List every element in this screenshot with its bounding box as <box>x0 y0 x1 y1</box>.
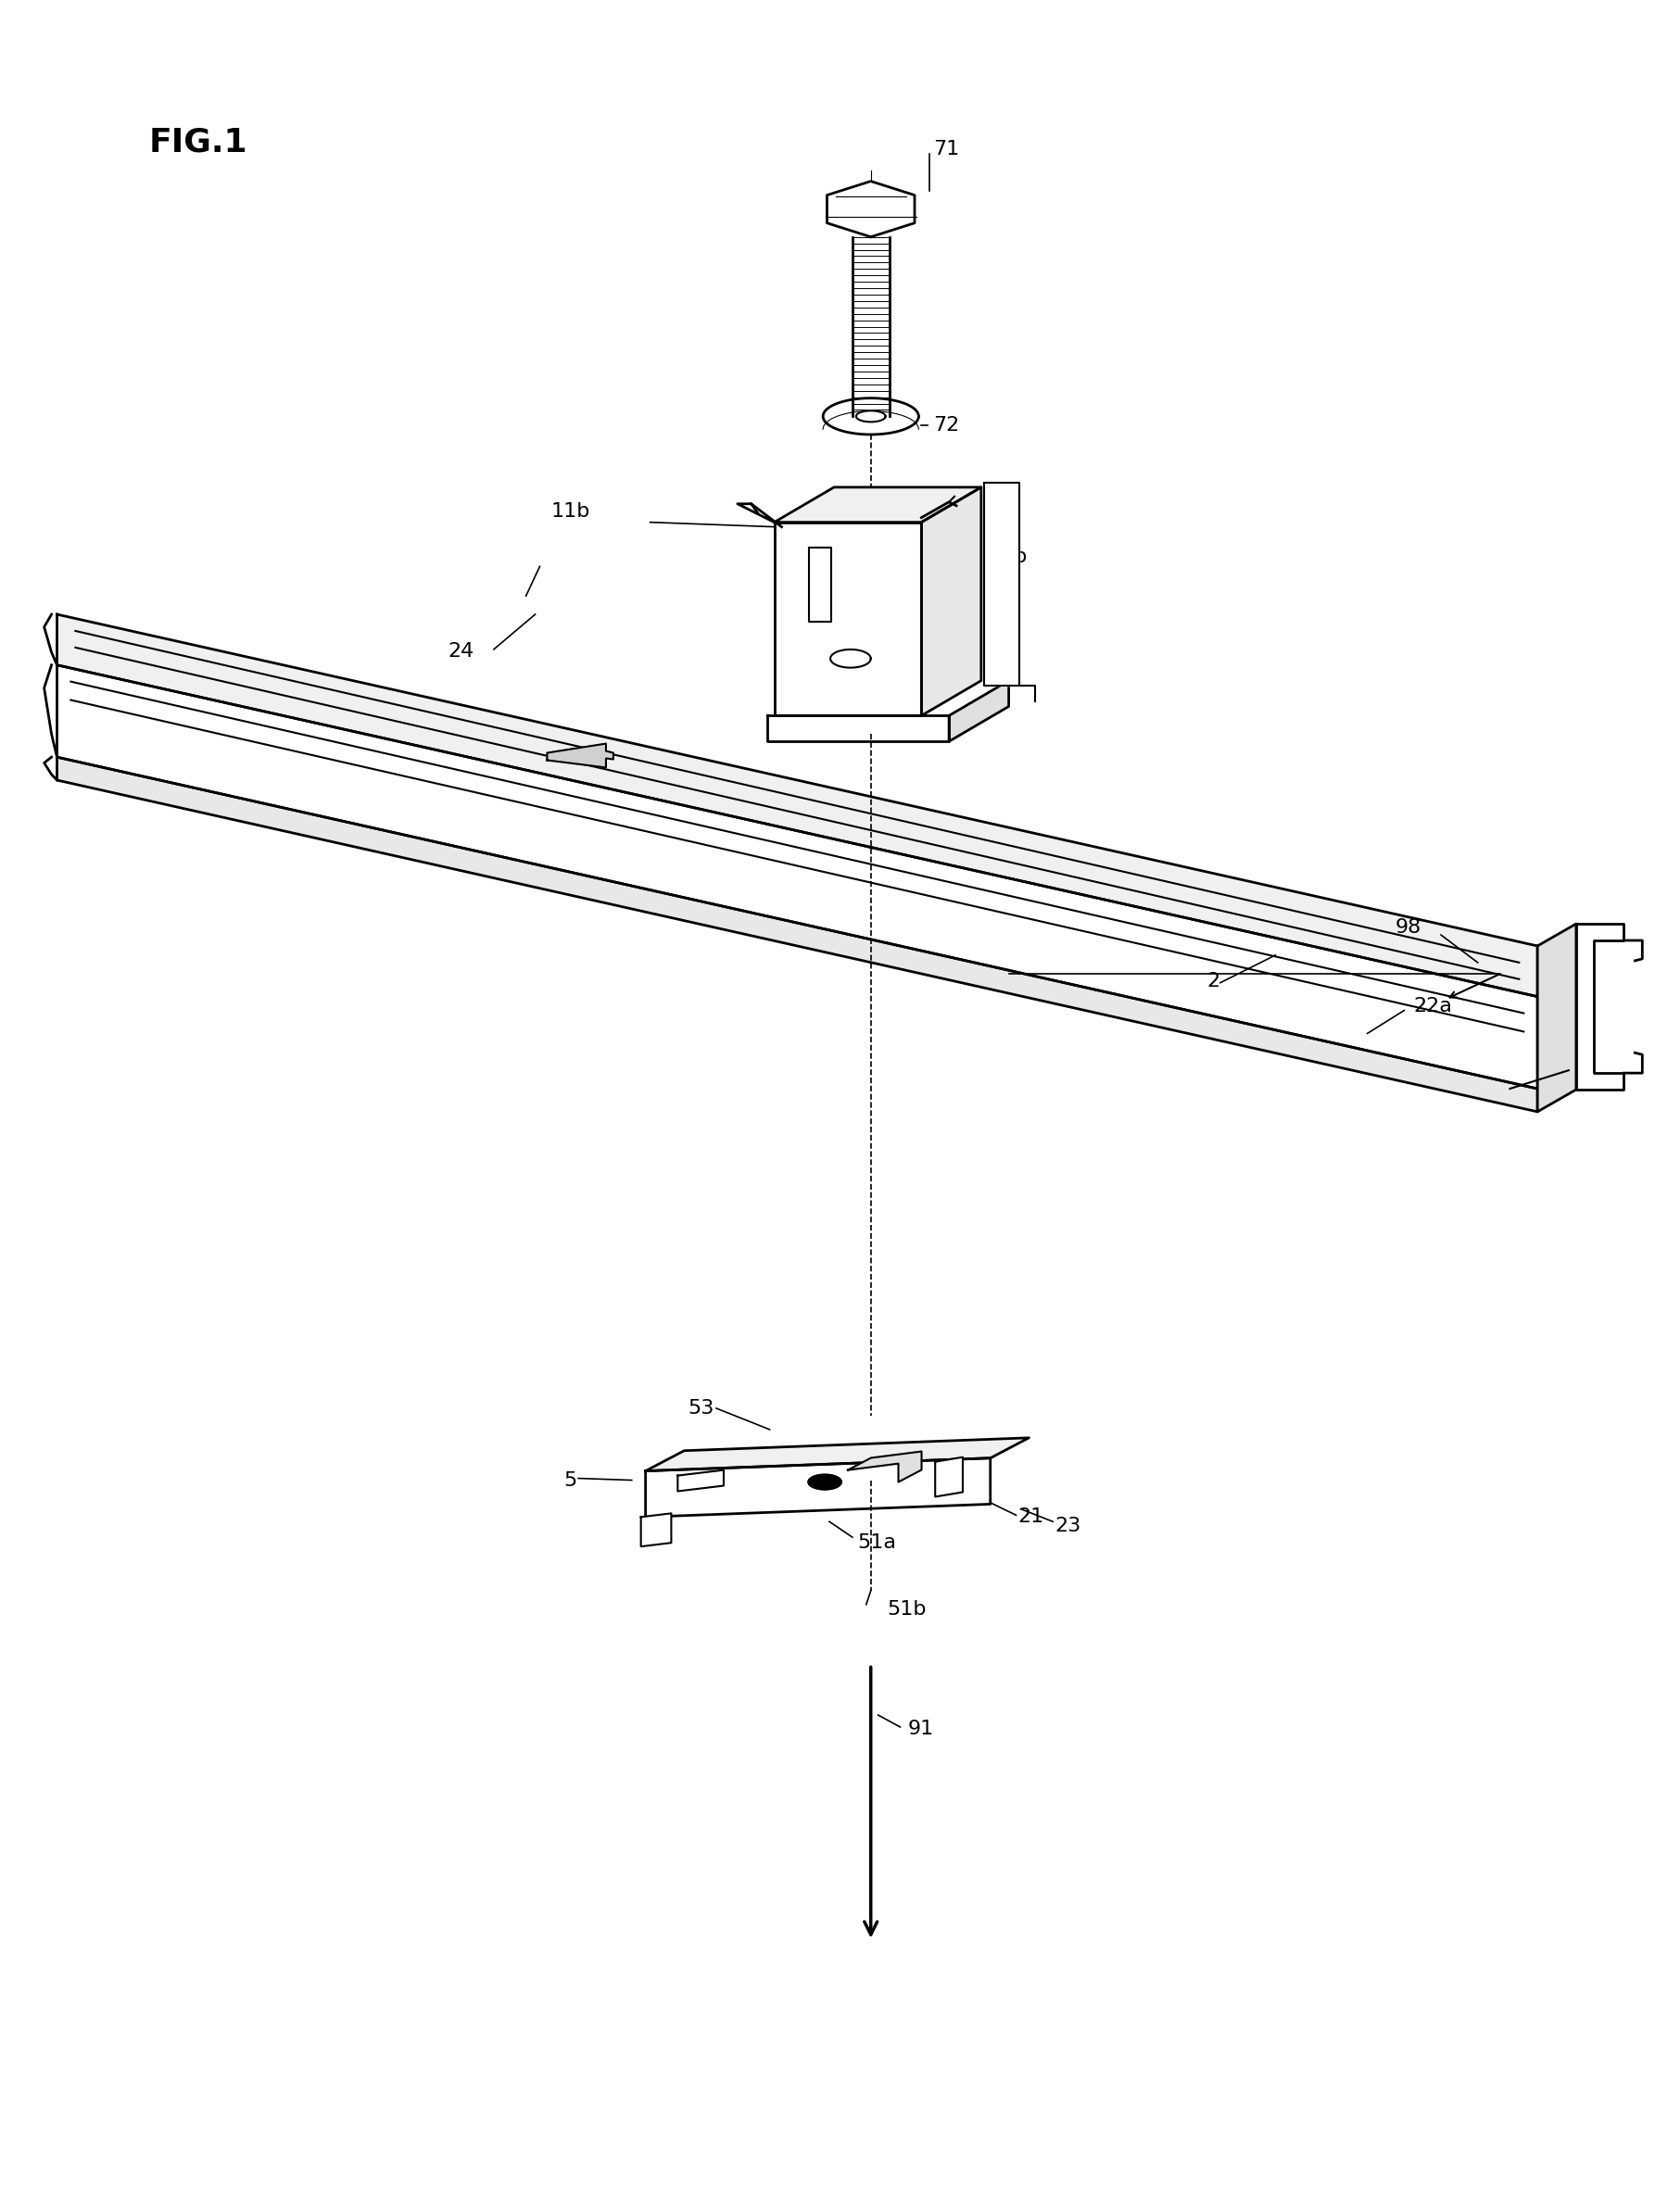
Text: 11a: 11a <box>937 518 976 535</box>
Text: 5: 5 <box>563 1470 576 1490</box>
Text: 53: 53 <box>689 1400 714 1417</box>
Polygon shape <box>830 649 870 667</box>
Polygon shape <box>774 522 921 715</box>
Polygon shape <box>921 487 981 715</box>
Polygon shape <box>766 715 949 742</box>
Text: 98: 98 <box>1394 919 1421 937</box>
Text: 51a: 51a <box>857 1534 895 1551</box>
Polygon shape <box>808 1474 842 1490</box>
Polygon shape <box>823 397 919 434</box>
Text: 22b: 22b <box>954 1485 993 1503</box>
Polygon shape <box>774 487 981 522</box>
Text: 91: 91 <box>907 1720 934 1738</box>
Text: 11b: 11b <box>551 502 590 520</box>
Text: 72: 72 <box>934 417 959 434</box>
Text: 19: 19 <box>990 606 1016 623</box>
Polygon shape <box>57 757 1537 1112</box>
Polygon shape <box>57 665 1537 1088</box>
Polygon shape <box>827 182 914 237</box>
Polygon shape <box>936 1457 963 1496</box>
Polygon shape <box>645 1437 1028 1470</box>
Polygon shape <box>1537 924 1576 1112</box>
Polygon shape <box>677 1470 724 1492</box>
Text: 23: 23 <box>1055 1516 1080 1536</box>
Text: 22a: 22a <box>1413 996 1452 1016</box>
Polygon shape <box>949 680 1008 742</box>
Text: 21: 21 <box>1018 1507 1043 1527</box>
Polygon shape <box>645 1459 990 1516</box>
Polygon shape <box>984 483 1018 685</box>
Text: 24: 24 <box>449 643 474 660</box>
Polygon shape <box>857 410 885 421</box>
Text: 51b: 51b <box>887 1599 927 1619</box>
Text: FIG.1: FIG.1 <box>150 127 247 158</box>
Polygon shape <box>57 614 1537 996</box>
Polygon shape <box>548 744 613 768</box>
Text: 1: 1 <box>990 575 1003 595</box>
Text: 11b: 11b <box>988 548 1028 566</box>
Text: 2: 2 <box>1208 972 1220 989</box>
Polygon shape <box>852 237 889 417</box>
Polygon shape <box>848 1452 922 1481</box>
Text: 71: 71 <box>934 140 959 158</box>
Polygon shape <box>810 548 832 621</box>
Polygon shape <box>1576 924 1625 1090</box>
Polygon shape <box>640 1514 672 1547</box>
